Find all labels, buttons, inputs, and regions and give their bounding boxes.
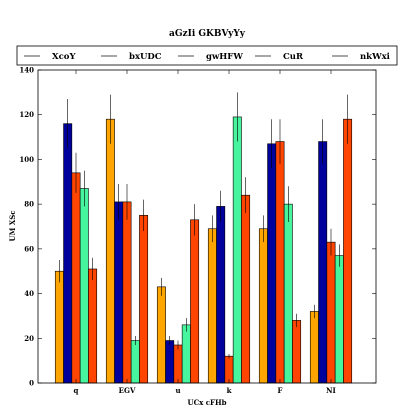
x-tick-label-q: q [74, 386, 79, 395]
bar-gwHFW-F [275, 141, 285, 384]
y-tick-label: 80 [24, 200, 34, 209]
legend: XcoY bxUDC gwHFW CuR nkWxi [16, 45, 398, 66]
x-tick-label-F: F [278, 386, 283, 395]
x-tick-label-EGV: EGV [119, 386, 136, 395]
legend-label-CuR: CuR [283, 52, 304, 62]
legend-label-gwHFW: gwHFW [206, 52, 243, 62]
legend-label-XcoY: XcoY [52, 52, 76, 62]
x-tick-label-u: u [175, 386, 180, 395]
bar-CuR-EGV [130, 340, 140, 384]
x-axis-label: UCx cFHb [187, 398, 226, 407]
bar-bxUDC-EGV [114, 201, 124, 384]
bar-CuR-u [181, 324, 191, 384]
y-tick-label: 120 [19, 110, 34, 119]
y-tick-label: 100 [19, 155, 34, 164]
plot-frame [37, 69, 377, 384]
bar-CuR-NI [334, 255, 344, 384]
bar-nkWxi-NI [343, 118, 353, 384]
bar-XcoY-F [258, 228, 268, 384]
bar-nkWxi-F [292, 320, 302, 384]
legend-frame [16, 45, 398, 66]
bar-XcoY-u [156, 286, 166, 384]
bar-gwHFW-q [71, 172, 81, 384]
y-tick-label: 40 [24, 289, 34, 298]
y-axis-label: UM XSc [8, 210, 17, 241]
bar-gwHFW-EGV [122, 201, 132, 384]
bars-layer [54, 116, 353, 384]
bar-bxUDC-u [165, 340, 175, 384]
error-bars-layer [59, 92, 348, 359]
bar-CuR-q [79, 188, 89, 384]
bar-XcoY-k [207, 228, 217, 384]
x-tick-label-k: k [227, 386, 232, 395]
legend-label-bxUDC: bxUDC [129, 52, 162, 62]
bar-nkWxi-k [241, 194, 251, 384]
bar-nkWxi-EGV [139, 215, 149, 384]
bar-CuR-F [283, 203, 293, 384]
y-tick-label: 60 [24, 244, 34, 253]
y-tick-label: 0 [29, 379, 34, 388]
bar-gwHFW-NI [326, 241, 336, 384]
bar-bxUDC-k [216, 206, 226, 384]
bar-XcoY-q [54, 270, 64, 384]
bar-XcoY-NI [309, 311, 319, 384]
bar-XcoY-EGV [105, 118, 115, 384]
bar-bxUDC-q [63, 123, 73, 384]
chart-title: aGzIi GKBVyYy [169, 29, 246, 39]
x-axis: q EGV u k F NI [74, 70, 336, 395]
bar-nkWxi-q [88, 268, 98, 384]
bar-nkWxi-u [190, 219, 200, 384]
bar-gwHFW-k [224, 355, 234, 384]
bar-bxUDC-F [267, 143, 277, 384]
bar-CuR-k [232, 116, 242, 384]
bar-bxUDC-NI [318, 141, 328, 384]
y-axis: 0 20 40 60 80 100 120 140 [19, 66, 376, 388]
y-tick-label: 140 [19, 66, 34, 75]
y-tick-label: 20 [24, 334, 34, 343]
bar-gwHFW-u [173, 344, 183, 384]
legend-label-nkWxi: nkWxi [360, 52, 391, 62]
x-tick-label-NI: NI [326, 386, 336, 395]
